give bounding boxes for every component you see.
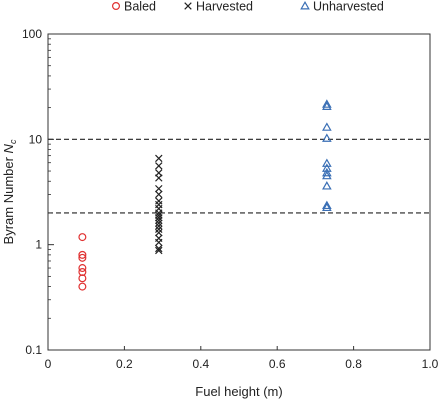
data-point-unharvested — [322, 122, 332, 131]
data-point-harvested — [155, 214, 163, 222]
data-points — [78, 99, 332, 291]
x-tick-label: 0.4 — [192, 357, 209, 371]
y-tick-label: 10 — [29, 132, 43, 146]
y-axis-label-var: N — [1, 143, 16, 153]
legend-label-harvested: Harvested — [196, 0, 253, 14]
data-point-harvested — [155, 238, 163, 247]
data-point-harvested — [155, 228, 163, 237]
data-point-harvested — [155, 154, 163, 163]
legend-item-baled: Baled — [111, 0, 156, 14]
y-axis-label: Byram Number Nc — [1, 139, 18, 244]
data-point-unharvested — [322, 101, 332, 110]
data-point-harvested — [155, 162, 163, 170]
y-tick-label: 100 — [22, 27, 42, 41]
data-point-unharvested — [322, 133, 332, 142]
legend-label-unharvested: Unharvested — [313, 0, 384, 14]
data-point-harvested — [155, 190, 163, 199]
x-tick-label: 0.2 — [116, 357, 133, 371]
data-point-harvested — [155, 222, 163, 230]
data-point-unharvested — [322, 200, 332, 210]
legend-label-baled: Baled — [124, 0, 156, 14]
data-point-unharvested — [322, 99, 332, 108]
data-point-harvested — [155, 174, 163, 182]
data-point-harvested — [155, 246, 163, 255]
data-point-unharvested — [322, 158, 332, 167]
legend-item-unharvested: Unharvested — [300, 0, 384, 14]
legend-marker-unharvested — [300, 0, 310, 10]
data-point-baled — [78, 274, 87, 283]
data-point-unharvested — [322, 170, 332, 180]
data-point-harvested — [155, 216, 163, 225]
reference-lines — [48, 138, 430, 214]
x-axis: 0 0.2 0.4 0.6 0.8 1.0 — [45, 346, 439, 371]
y-tick-label: 1 — [35, 238, 42, 252]
y-tick-label: 0.1 — [25, 343, 42, 357]
data-point-unharvested — [322, 167, 332, 177]
data-point-baled — [78, 264, 87, 273]
data-point-baled — [78, 253, 87, 262]
x-tick-label: 0 — [45, 357, 52, 371]
data-point-harvested — [155, 197, 163, 205]
y-axis: 0.1 1 10 100 — [22, 27, 54, 357]
x-tick-label: 0.6 — [269, 357, 286, 371]
y-axis-label-sub: c — [8, 139, 18, 144]
legend-marker-baled — [111, 1, 120, 11]
data-point-unharvested — [322, 181, 332, 190]
data-point-baled — [78, 233, 87, 242]
y-axis-label-main: Byram Number — [1, 153, 16, 244]
data-point-harvested — [155, 219, 163, 227]
plot-area-frame — [47, 33, 431, 351]
data-point-baled — [78, 282, 87, 291]
x-tick-label: 0.8 — [345, 357, 362, 371]
x-axis-label: Fuel height (m) — [195, 384, 282, 399]
legend-item-harvested: Harvested — [184, 0, 253, 14]
legend-marker-harvested — [184, 2, 192, 10]
data-point-unharvested — [322, 202, 332, 212]
x-tick-label: 1.0 — [422, 357, 439, 371]
data-point-harvested — [155, 225, 163, 233]
data-point-baled — [78, 250, 87, 259]
data-point-harvested — [155, 244, 163, 253]
legend: Baled Harvested Unharvested — [111, 0, 384, 14]
data-point-harvested — [155, 184, 163, 193]
